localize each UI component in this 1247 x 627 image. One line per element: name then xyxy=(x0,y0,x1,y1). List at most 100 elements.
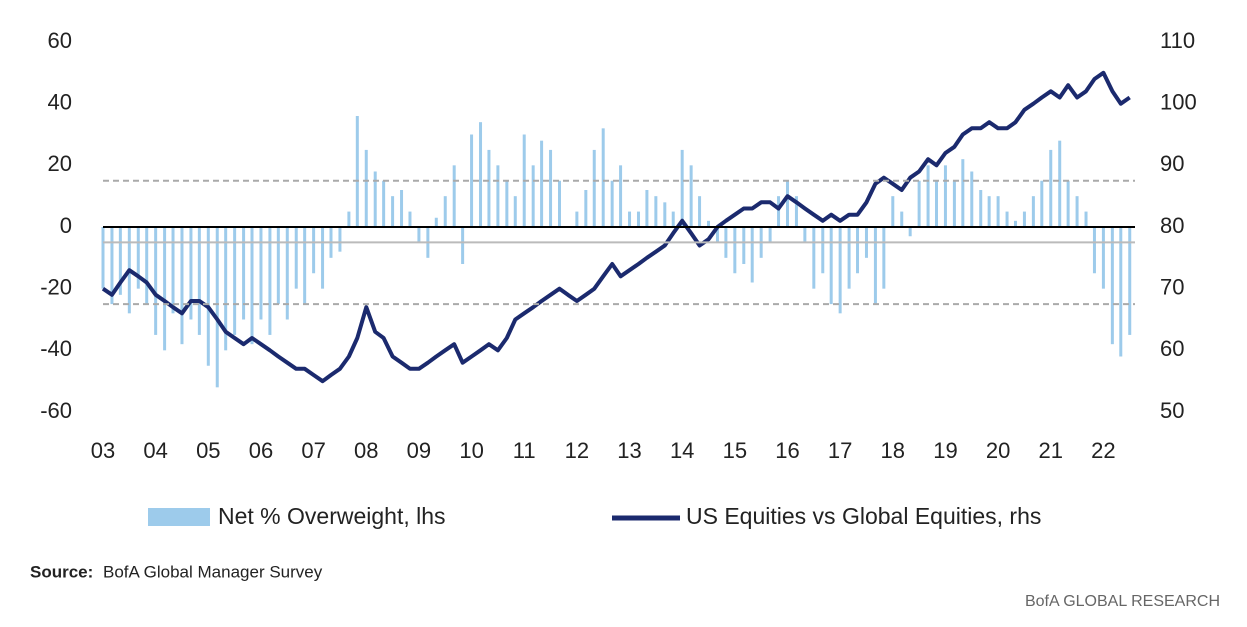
bar xyxy=(470,134,474,227)
bar xyxy=(698,196,702,227)
bar xyxy=(663,202,667,227)
bar xyxy=(891,196,895,227)
bar xyxy=(189,227,193,320)
bar xyxy=(268,227,272,335)
bar xyxy=(180,227,184,345)
y2-tick-label: 100 xyxy=(1160,89,1197,114)
y2-tick-label: 60 xyxy=(1160,336,1184,361)
bar xyxy=(961,159,965,227)
bar xyxy=(1119,227,1123,357)
bar xyxy=(461,227,465,264)
legend-label: Net % Overweight, lhs xyxy=(218,503,446,529)
bar xyxy=(1075,196,1079,227)
bar xyxy=(785,180,789,227)
bar xyxy=(1110,227,1114,345)
x-tick-label: 21 xyxy=(1039,438,1063,463)
bar xyxy=(531,165,535,227)
bar xyxy=(979,190,983,227)
bar xyxy=(215,227,219,388)
bar xyxy=(934,180,938,227)
x-tick-label: 12 xyxy=(565,438,589,463)
y2-tick-label: 80 xyxy=(1160,213,1184,238)
bar xyxy=(101,227,105,289)
bar xyxy=(882,227,886,289)
bar xyxy=(154,227,158,335)
source-label: Source: xyxy=(30,562,93,581)
bar xyxy=(689,165,693,227)
bar xyxy=(733,227,737,274)
bar xyxy=(549,149,553,227)
bar xyxy=(1092,227,1096,274)
bar xyxy=(373,171,377,227)
bar xyxy=(1066,180,1070,227)
bar xyxy=(592,149,596,227)
bar xyxy=(601,128,605,227)
bar xyxy=(391,196,395,227)
x-tick-label: 05 xyxy=(196,438,220,463)
bar xyxy=(654,196,658,227)
x-tick-label: 22 xyxy=(1091,438,1115,463)
bar xyxy=(206,227,210,366)
bar xyxy=(347,211,351,227)
bar xyxy=(338,227,342,252)
y2-tick-label: 50 xyxy=(1160,398,1184,423)
bar xyxy=(355,116,359,227)
bar xyxy=(382,180,386,227)
bar xyxy=(1058,140,1062,227)
bar xyxy=(829,227,833,305)
bar xyxy=(294,227,298,289)
bar xyxy=(803,227,807,243)
bar xyxy=(312,227,316,274)
bar xyxy=(742,227,746,264)
y2-tick-label: 90 xyxy=(1160,151,1184,176)
bar xyxy=(996,196,1000,227)
bar xyxy=(917,180,921,227)
bar xyxy=(479,122,483,227)
x-tick-label: 03 xyxy=(91,438,115,463)
x-tick-label: 16 xyxy=(775,438,799,463)
x-tick-label: 08 xyxy=(354,438,378,463)
bar xyxy=(408,211,412,227)
bar xyxy=(1022,211,1026,227)
bar xyxy=(584,190,588,227)
bar xyxy=(777,196,781,227)
bar xyxy=(812,227,816,289)
x-tick-label: 14 xyxy=(670,438,694,463)
footer: BofA GLOBAL RESEARCH xyxy=(1025,593,1220,610)
x-tick-label: 20 xyxy=(986,438,1010,463)
bar xyxy=(145,227,149,305)
bar xyxy=(224,227,228,351)
x-tick-label: 11 xyxy=(513,438,536,463)
y-tick-label: 20 xyxy=(48,151,72,176)
bar xyxy=(321,227,325,289)
bar xyxy=(926,165,930,227)
bar xyxy=(505,180,509,227)
bar xyxy=(242,227,246,320)
bar xyxy=(163,227,167,351)
bar xyxy=(970,171,974,227)
bar xyxy=(118,227,122,295)
bar xyxy=(171,227,175,314)
bar xyxy=(1040,180,1044,227)
bar xyxy=(513,196,517,227)
bar xyxy=(434,217,438,227)
y-tick-label: 40 xyxy=(48,89,72,114)
bar xyxy=(636,211,640,227)
bar xyxy=(847,227,851,289)
bar xyxy=(558,180,562,227)
bar xyxy=(452,165,456,227)
bar xyxy=(680,149,684,227)
bar xyxy=(285,227,289,320)
bar xyxy=(838,227,842,314)
bar xyxy=(110,227,114,305)
bar xyxy=(575,211,579,227)
bar xyxy=(1101,227,1105,289)
x-tick-label: 06 xyxy=(249,438,273,463)
bar xyxy=(259,227,263,320)
x-tick-label: 15 xyxy=(723,438,747,463)
bar xyxy=(750,227,754,283)
y2-tick-label: 110 xyxy=(1160,28,1195,53)
bar xyxy=(856,227,860,274)
bar xyxy=(671,211,675,227)
